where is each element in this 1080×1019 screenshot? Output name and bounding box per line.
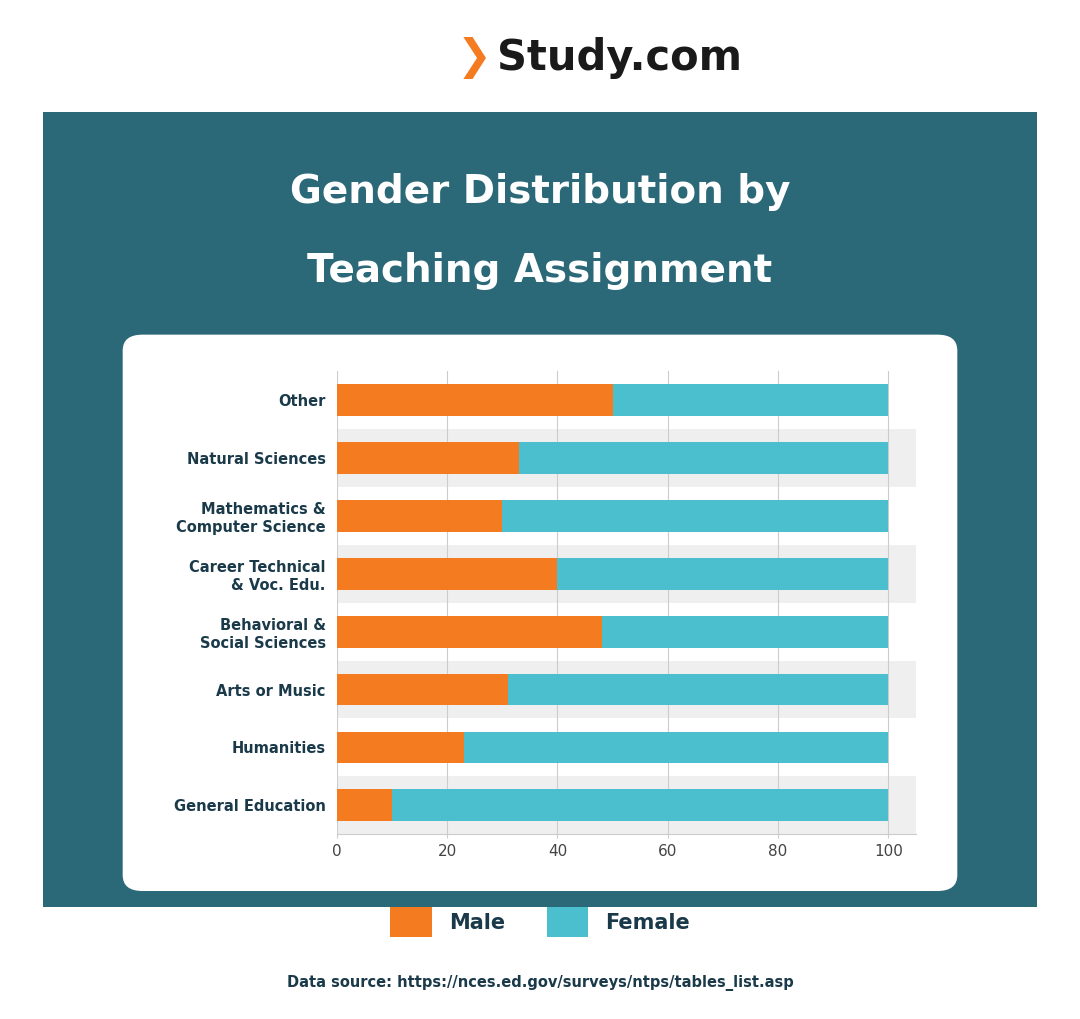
Bar (602, 615, 888, 647)
Bar (337, 602, 916, 660)
Bar (337, 732, 463, 763)
Text: Data source: https://nces.ed.gov/surveys/ntps/tables_list.asp: Data source: https://nces.ed.gov/surveys… (286, 975, 794, 991)
Legend: Male, Female: Male, Female (390, 908, 690, 936)
Text: Gender Distribution by: Gender Distribution by (289, 172, 791, 211)
Text: ❯: ❯ (457, 38, 491, 79)
Bar (337, 790, 392, 821)
Text: Study.com: Study.com (497, 38, 742, 79)
Bar (392, 790, 888, 821)
Bar (337, 718, 916, 776)
Bar (508, 674, 888, 705)
Bar (337, 499, 502, 532)
Bar (337, 429, 916, 487)
Bar (337, 384, 612, 416)
Bar (337, 442, 518, 474)
Bar (337, 674, 508, 705)
Bar (518, 442, 888, 474)
Bar (337, 545, 916, 602)
Text: Teaching Assignment: Teaching Assignment (308, 252, 772, 290)
Bar (463, 732, 888, 763)
Bar (337, 615, 602, 647)
FancyBboxPatch shape (13, 89, 1067, 930)
Bar (337, 371, 916, 429)
FancyBboxPatch shape (123, 334, 957, 891)
Bar (337, 487, 916, 545)
Bar (502, 499, 888, 532)
Bar (337, 660, 916, 718)
Bar (557, 557, 888, 590)
Bar (337, 557, 557, 590)
Bar (337, 776, 916, 835)
Bar (612, 384, 888, 416)
